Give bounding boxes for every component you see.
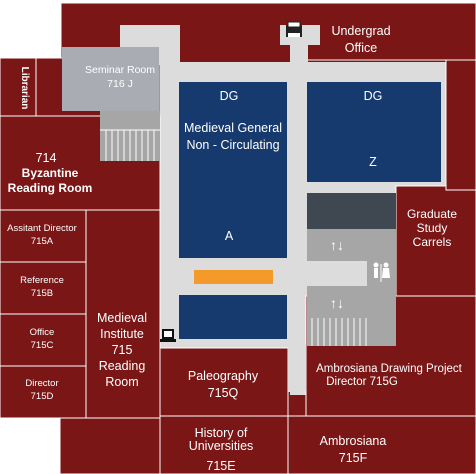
seminar-room <box>62 47 159 111</box>
printer-icon <box>286 21 302 37</box>
stacks-dg-right <box>307 82 441 182</box>
paleography-label: Paleography <box>188 369 259 383</box>
byzantine-label: Reading Room <box>8 181 93 195</box>
dg-left-label: Medieval General <box>184 121 282 135</box>
elevator-arrows-icon: ↑↓ <box>330 295 344 311</box>
assistant-director-label: Assitant Director <box>7 223 77 234</box>
director-label: 715D <box>31 391 54 402</box>
stacks-bottom <box>179 295 287 339</box>
assistant-director-label: 715A <box>31 236 54 247</box>
director-label: Director <box>25 378 58 389</box>
medieval-institute-label: Institute <box>100 327 144 341</box>
office-label: 715C <box>31 340 54 351</box>
right-stair <box>307 318 396 346</box>
reference-label: Reference <box>20 275 64 286</box>
computer-icon <box>160 329 176 342</box>
ambrosiana-room <box>287 415 476 474</box>
reference-label: 715B <box>31 288 53 299</box>
hallway <box>288 345 306 391</box>
history-label: History of <box>195 426 248 440</box>
reference-room <box>0 261 87 315</box>
dg-right-label: Z <box>369 155 377 169</box>
graduate-carrels-label: Study <box>417 221 448 235</box>
dg-left-label: DG <box>220 89 239 103</box>
medieval-institute-label: Reading <box>99 359 146 373</box>
seminar-room-label: Seminar Room <box>85 64 155 76</box>
ambrosiana-label: 715F <box>339 451 368 465</box>
librarian-room <box>0 57 37 117</box>
ambrosiana-drawing-label: Ambrosiana Drawing Project <box>316 363 463 375</box>
elevator-lower <box>307 286 367 318</box>
medieval-institute-label: Room <box>105 375 138 389</box>
orange-bar <box>194 270 273 284</box>
stacks-dg-left <box>179 82 287 258</box>
restroom-icon <box>373 262 390 282</box>
medieval-institute-room <box>85 209 161 419</box>
history-room <box>159 415 289 474</box>
ambrosiana-label: Ambrosiana <box>320 434 387 448</box>
elevator-upper <box>307 229 367 261</box>
left-stair-steps <box>100 129 160 161</box>
graduate-carrels-label: Graduate <box>407 207 457 221</box>
medieval-institute-label: 715 <box>112 343 133 357</box>
librarian-label: Librarian <box>19 67 30 110</box>
dg-right-label: DG <box>364 89 383 103</box>
paleography-label: 715Q <box>208 386 239 400</box>
dg-left-label: A <box>225 229 234 243</box>
right-stair-steps <box>311 318 367 346</box>
right-upper-room <box>445 59 476 191</box>
dark-block <box>307 193 396 229</box>
ambrosiana-drawing-label: Director 715G <box>326 376 398 388</box>
elevator-arrows-icon: ↑↓ <box>330 237 344 253</box>
dg-left-label: Non - Circulating <box>186 138 279 152</box>
byzantine-label: Byzantine <box>22 166 79 180</box>
byzantine-label: 714 <box>36 151 57 165</box>
office-room <box>0 313 87 367</box>
undergrad-office-label: Undergrad <box>331 24 390 38</box>
history-label: Universities <box>189 439 254 453</box>
history-label: 715E <box>206 459 235 473</box>
graduate-carrels-room <box>395 185 476 297</box>
director-room <box>0 365 87 419</box>
hallway <box>290 25 308 395</box>
seminar-room-label: 716 J <box>107 78 133 90</box>
undergrad-office-label: Office <box>345 41 377 55</box>
office-label: Office <box>30 327 55 338</box>
graduate-carrels-label: Carrels <box>413 235 452 249</box>
paleography-room <box>159 347 289 417</box>
medieval-institute-label: Medieval <box>97 311 147 325</box>
